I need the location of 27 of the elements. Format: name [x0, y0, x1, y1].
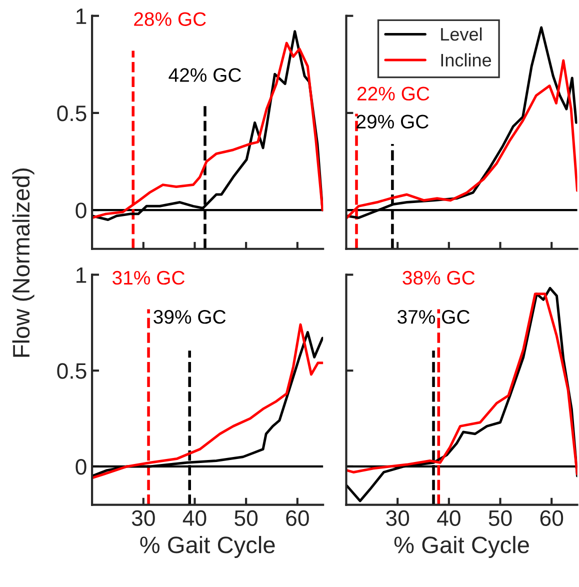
- legend-label: Level: [441, 27, 482, 41]
- y-tick-label: 1: [76, 8, 86, 24]
- x-tick-label: 30: [386, 510, 410, 526]
- x-tick-label: 50: [234, 510, 258, 526]
- x-tick-label: 40: [437, 510, 460, 526]
- ref-line-label: 37% GC: [398, 310, 470, 324]
- ref-line-label: 22% GC: [357, 86, 430, 101]
- x-tick-label: 50: [488, 510, 512, 526]
- y-tick-label: 0: [76, 202, 86, 218]
- ref-line-label: 42% GC: [168, 68, 242, 82]
- legend-label: Incline: [441, 53, 492, 67]
- ref-line-label: 31% GC: [112, 270, 185, 285]
- y-tick-label: 0.5: [57, 363, 86, 379]
- ref-line-label: 29% GC: [356, 114, 428, 129]
- y-axis-title: Flow (Normalized): [12, 168, 34, 357]
- y-tick-label: 0: [76, 459, 86, 475]
- x-axis-title: % Gait Cycle: [394, 536, 529, 558]
- x-axis-title: % Gait Cycle: [140, 536, 275, 558]
- y-tick-label: 0.5: [57, 105, 86, 122]
- x-tick-label: 30: [132, 510, 155, 526]
- ref-line-label: 39% GC: [154, 310, 226, 324]
- x-tick-label: 60: [540, 510, 564, 526]
- x-tick-label: 60: [286, 510, 309, 526]
- ref-line-label: 38% GC: [402, 270, 475, 285]
- y-tick-label: 1: [76, 267, 86, 283]
- ref-line-label: 28% GC: [134, 12, 206, 26]
- x-tick-label: 40: [182, 510, 206, 526]
